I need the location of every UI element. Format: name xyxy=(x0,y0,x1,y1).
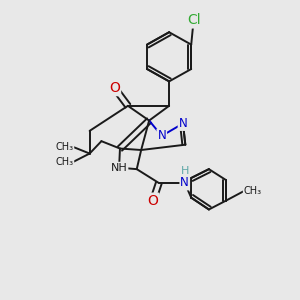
Text: N: N xyxy=(178,117,188,130)
Text: N: N xyxy=(180,176,189,190)
Text: N: N xyxy=(158,129,166,142)
Text: Cl: Cl xyxy=(187,14,200,27)
Text: O: O xyxy=(109,81,120,95)
Text: CH₃: CH₃ xyxy=(55,142,74,152)
Text: O: O xyxy=(148,194,158,208)
Text: CH₃: CH₃ xyxy=(55,157,74,167)
Text: NH: NH xyxy=(111,163,128,173)
Text: H: H xyxy=(181,166,189,176)
Text: CH₃: CH₃ xyxy=(244,186,262,196)
